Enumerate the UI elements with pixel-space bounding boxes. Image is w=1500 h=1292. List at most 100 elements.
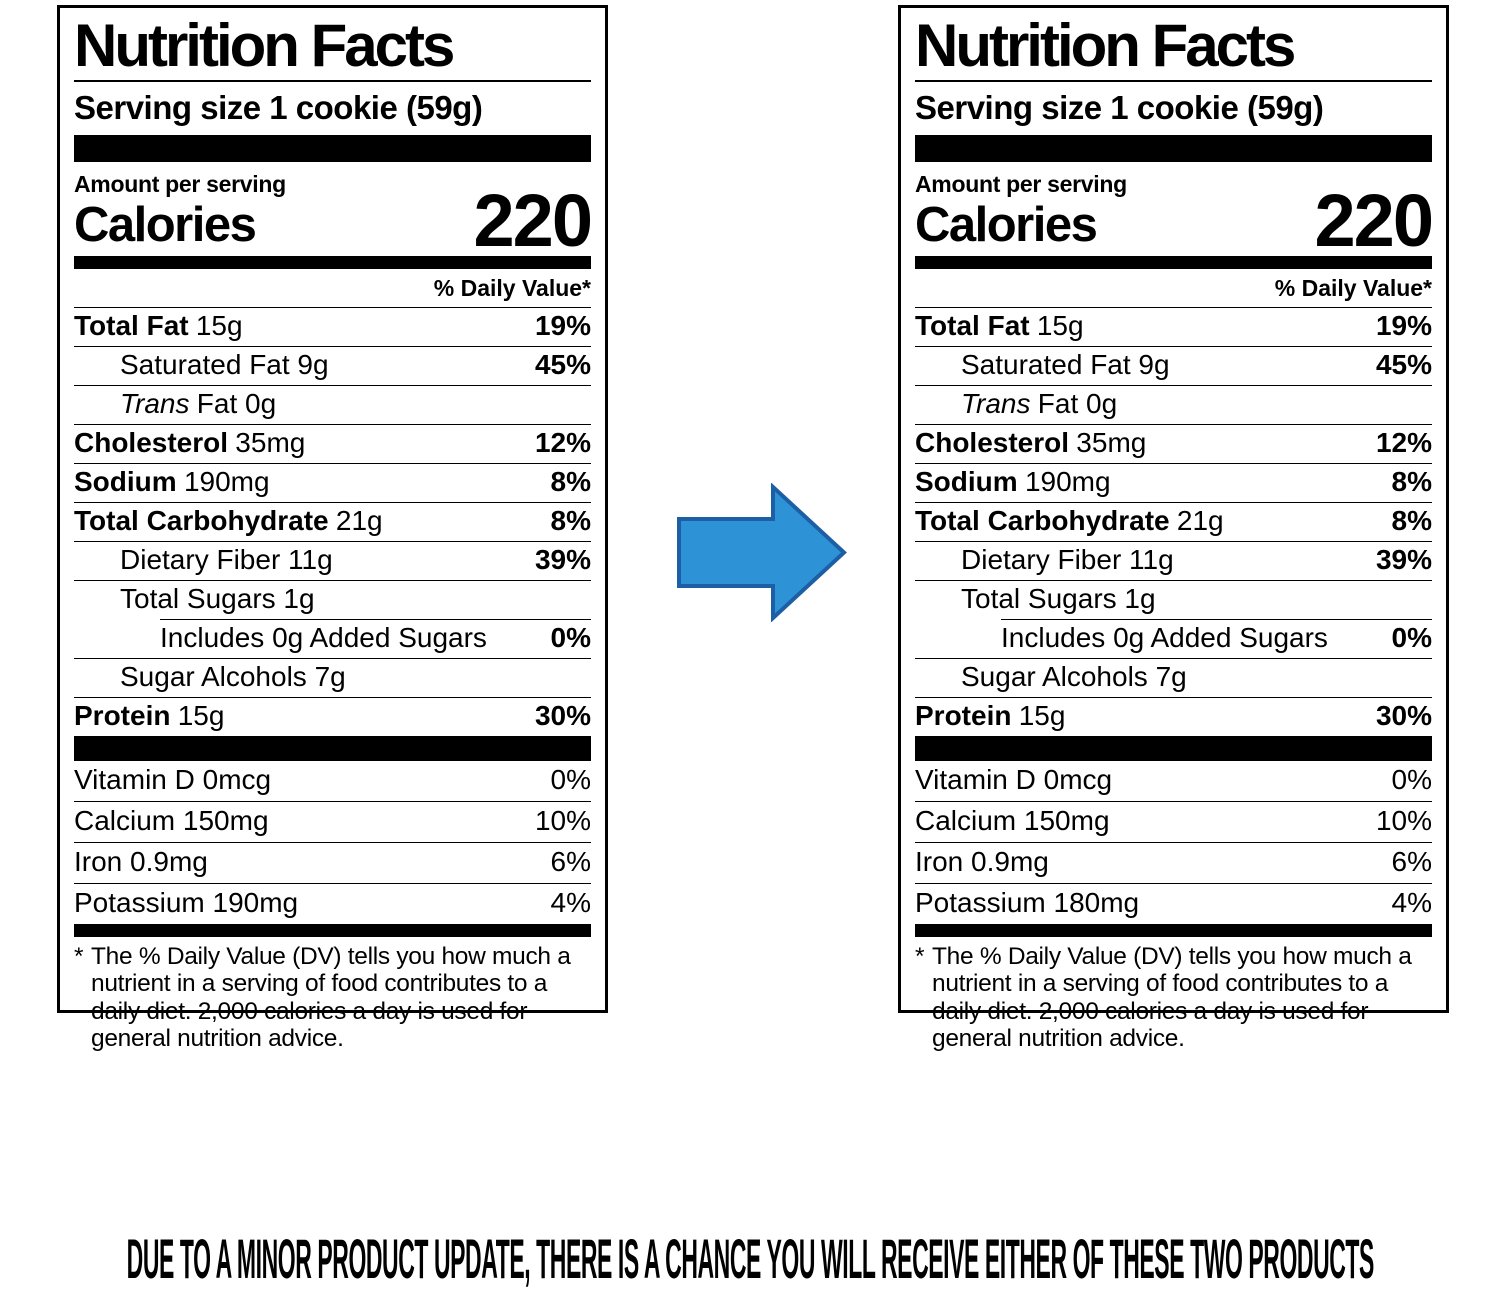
daily-value-header: % Daily Value* [433, 275, 591, 301]
footnote-asterisk: * [915, 943, 925, 970]
daily-value: 4% [550, 887, 591, 918]
label-title: Nutrition Facts [74, 14, 591, 82]
nutrient-row-added-sugars: Includes 0g Added Sugars 0% [1001, 619, 1432, 658]
vitamins-section: Vitamin D 0mcg 0% Calcium 150mg 10% Iron… [74, 761, 591, 924]
nutrient-row-total-sugars: Total Sugars 1g [74, 580, 591, 619]
daily-value: 12% [1375, 427, 1432, 458]
product-update-disclaimer-text: DUE TO A MINOR PRODUCT UPDATE, THERE IS … [126, 1227, 1375, 1290]
nutrient-name: Sugar Alcohols 7g [120, 661, 346, 692]
nutrient-row-added-sugars: Includes 0g Added Sugars 0% [160, 619, 591, 658]
nutrient-row-total-carbohydrate: Total Carbohydrate 21g 8% [74, 502, 591, 541]
vitamins-section: Vitamin D 0mcg 0% Calcium 150mg 10% Iron… [915, 761, 1432, 924]
nutrient-row-total-fat: Total Fat 15g 19% [74, 307, 591, 346]
daily-value: 0% [550, 764, 591, 795]
nutrient-row-sodium: Sodium 190mg 8% [915, 463, 1432, 502]
amount-per-serving-label: Amount per serving [74, 171, 286, 197]
nutrient-name: Protein 15g [74, 700, 225, 731]
label-title: Nutrition Facts [915, 14, 1432, 82]
nutrient-name: Total Sugars 1g [120, 583, 315, 614]
daily-value: 4% [1391, 887, 1432, 918]
calories-left-column: Amount per serving Calories [915, 171, 1127, 250]
daily-value: 6% [1391, 846, 1432, 877]
nutrient-name: Trans Fat 0g [120, 388, 277, 419]
divider-bar [74, 924, 591, 937]
serving-size: Serving size 1 cookie (59g) [74, 89, 483, 126]
nutrient-row-trans-fat: Trans Fat 0g [74, 385, 591, 424]
nutrient-row-total-fat: Total Fat 15g 19% [915, 307, 1432, 346]
nutrient-name: Dietary Fiber 11g [961, 544, 1174, 575]
divider-bar [915, 736, 1432, 761]
footnote-text: The % Daily Value (DV) tells you how muc… [91, 943, 571, 1053]
nutrient-name: Cholesterol 35mg [74, 427, 306, 458]
calories-label: Calories [74, 198, 257, 252]
daily-value: 8% [550, 505, 591, 536]
amount-per-serving-label: Amount per serving [915, 171, 1127, 197]
nutrient-name: Cholesterol 35mg [915, 427, 1147, 458]
nutrient-row-cholesterol: Cholesterol 35mg 12% [915, 424, 1432, 463]
calories-block: Amount per serving Calories 220 [74, 162, 593, 263]
vitamin-name: Potassium 190mg [74, 887, 299, 918]
nutrient-row-sugar-alcohols: Sugar Alcohols 7g [915, 658, 1432, 697]
divider-bar [74, 135, 591, 162]
daily-value: 19% [1375, 310, 1432, 341]
calories-block: Amount per serving Calories 220 [915, 162, 1434, 258]
nutrient-row-saturated-fat: Saturated Fat 9g 45% [74, 346, 591, 385]
nutrient-name: Saturated Fat 9g [120, 349, 329, 380]
nutrient-name: Protein 15g [915, 700, 1066, 731]
calories-label: Calories [915, 198, 1098, 252]
footnote: * The % Daily Value (DV) tells you how m… [74, 937, 591, 1053]
vitamin-name: Calcium 150mg [74, 805, 269, 836]
footnote-asterisk: * [74, 943, 84, 970]
daily-value: 39% [534, 544, 591, 575]
nutrient-row-saturated-fat: Saturated Fat 9g 45% [915, 346, 1432, 385]
nutrient-name: Includes 0g Added Sugars [160, 622, 487, 653]
calories-value: 220 [473, 179, 593, 263]
daily-value: 6% [550, 846, 591, 877]
nutrient-row-dietary-fiber: Dietary Fiber 11g 39% [915, 541, 1432, 580]
nutrition-label-original: Nutrition Facts Serving size 1 cookie (5… [57, 5, 608, 1052]
vitamin-row-potassium: Potassium 190mg 4% [74, 883, 591, 924]
vitamin-row-calcium: Calcium 150mg 10% [915, 801, 1432, 842]
nutrient-row-sugar-alcohols: Sugar Alcohols 7g [74, 658, 591, 697]
vitamin-row-vitamin-d: Vitamin D 0mcg 0% [915, 761, 1432, 801]
nutrient-row-total-sugars: Total Sugars 1g [915, 580, 1432, 619]
daily-value: 30% [534, 700, 591, 731]
daily-value: 45% [534, 349, 591, 380]
divider-bar [74, 256, 591, 269]
daily-value: 0% [1391, 764, 1432, 795]
daily-value: 0% [1391, 622, 1432, 653]
calories-left-column: Amount per serving Calories [74, 171, 286, 250]
nutrient-row-dietary-fiber: Dietary Fiber 11g 39% [74, 541, 591, 580]
nutrient-name: Trans Fat 0g [961, 388, 1118, 419]
vitamin-row-potassium: Potassium 180mg 4% [915, 883, 1432, 924]
nutrient-row-protein: Protein 15g 30% [74, 697, 591, 736]
vitamin-name: Calcium 150mg [915, 805, 1110, 836]
vitamin-row-iron: Iron 0.9mg 6% [74, 842, 591, 883]
daily-value: 0% [550, 622, 591, 653]
daily-value-header: % Daily Value* [1274, 275, 1432, 301]
nutrient-name: Saturated Fat 9g [961, 349, 1170, 380]
divider-bar [74, 736, 591, 761]
daily-value: 8% [1391, 466, 1432, 497]
daily-value: 8% [550, 466, 591, 497]
vitamin-name: Iron 0.9mg [915, 846, 1049, 877]
divider-bar [915, 256, 1432, 269]
right-arrow-svg [677, 482, 847, 623]
right-arrow-icon [677, 482, 848, 623]
nutrient-name: Sodium 190mg [915, 466, 1111, 497]
daily-value: 8% [1391, 505, 1432, 536]
nutrient-row-protein: Protein 15g 30% [915, 697, 1432, 736]
divider-bar [915, 924, 1432, 937]
footnote: * The % Daily Value (DV) tells you how m… [915, 937, 1432, 1053]
right-arrow-shape [677, 482, 847, 623]
daily-value: 19% [534, 310, 591, 341]
nutrient-name: Total Fat 15g [74, 310, 243, 341]
nutrient-name: Total Carbohydrate 21g [915, 505, 1224, 536]
daily-value: 39% [1375, 544, 1432, 575]
daily-value: 30% [1375, 700, 1432, 731]
vitamin-name: Vitamin D 0mcg [915, 764, 1113, 795]
nutrient-name: Dietary Fiber 11g [120, 544, 333, 575]
daily-value: 10% [534, 805, 591, 836]
nutrient-name: Total Fat 15g [915, 310, 1084, 341]
nutrient-row-trans-fat: Trans Fat 0g [915, 385, 1432, 424]
